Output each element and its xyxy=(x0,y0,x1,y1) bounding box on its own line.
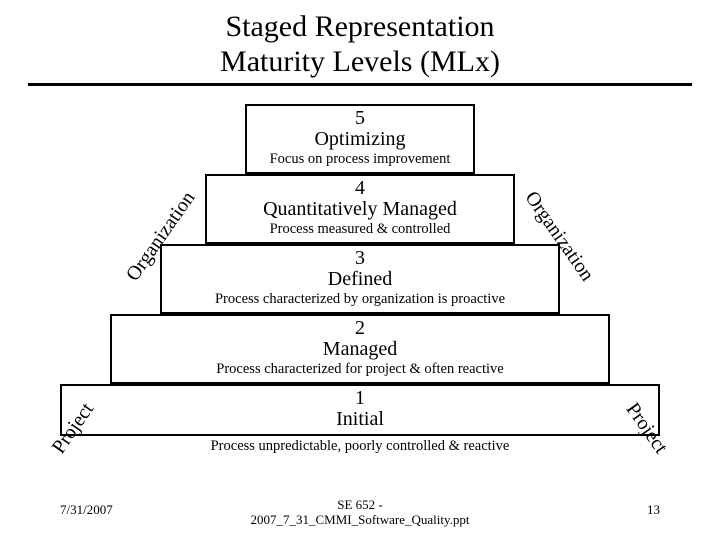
level-5: 5 Optimizing Focus on process improvemen… xyxy=(245,104,475,174)
title-underline xyxy=(28,83,692,86)
level-3-name: Defined xyxy=(168,269,552,290)
level-4-name: Quantitatively Managed xyxy=(213,199,507,220)
level-3-desc: Process characterized by organization is… xyxy=(168,292,552,308)
level-3: 3 Defined Process characterized by organ… xyxy=(160,244,560,314)
footer-date: 7/31/2007 xyxy=(60,502,113,518)
title-block: Staged Representation Maturity Levels (M… xyxy=(0,0,720,79)
level-1-number: 1 xyxy=(68,388,652,409)
level-2-number: 2 xyxy=(118,318,602,339)
slide: Staged Representation Maturity Levels (M… xyxy=(0,0,720,540)
maturity-pyramid: 5 Optimizing Focus on process improvemen… xyxy=(30,104,690,464)
footer-page-number: 13 xyxy=(647,502,660,518)
level-3-number: 3 xyxy=(168,248,552,269)
footer-source-line1: SE 652 - xyxy=(337,497,383,512)
level-2-desc: Process characterized for project & ofte… xyxy=(118,362,602,378)
level-5-desc: Focus on process improvement xyxy=(253,152,467,168)
level-2: 2 Managed Process characterized for proj… xyxy=(110,314,610,384)
level-5-number: 5 xyxy=(253,108,467,129)
level-1-name: Initial xyxy=(68,409,652,430)
footer-source: SE 652 - 2007_7_31_CMMI_Software_Quality… xyxy=(250,498,469,528)
level-1-desc: Process unpredictable, poorly controlled… xyxy=(60,438,660,455)
level-2-name: Managed xyxy=(118,339,602,360)
footer-source-line2: 2007_7_31_CMMI_Software_Quality.ppt xyxy=(250,512,469,527)
title-line-1: Staged Representation xyxy=(0,10,720,45)
level-4-desc: Process measured & controlled xyxy=(213,222,507,238)
level-5-name: Optimizing xyxy=(253,129,467,150)
level-1: 1 Initial xyxy=(60,384,660,436)
level-4-number: 4 xyxy=(213,178,507,199)
level-4: 4 Quantitatively Managed Process measure… xyxy=(205,174,515,244)
title-line-2: Maturity Levels (MLx) xyxy=(0,45,720,80)
